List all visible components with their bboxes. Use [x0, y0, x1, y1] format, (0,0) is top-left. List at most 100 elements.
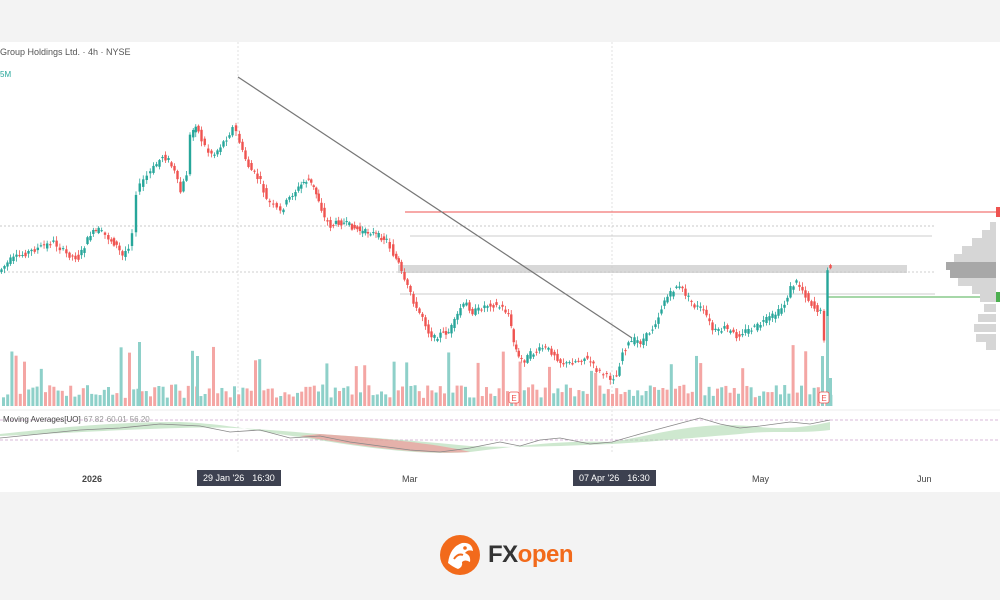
- candle-body: [42, 244, 46, 246]
- volume-bar: [783, 385, 787, 406]
- candle-body: [149, 171, 152, 174]
- volume-bar: [438, 386, 442, 406]
- volume-bar: [653, 387, 656, 406]
- candle-body: [315, 187, 318, 195]
- candle-body: [89, 235, 92, 241]
- volume-bar: [426, 385, 430, 406]
- candle-body: [282, 209, 285, 213]
- volume-bar: [758, 395, 761, 406]
- volume-bar: [665, 389, 669, 406]
- volume-bar: [363, 365, 367, 406]
- volume-bar: [774, 385, 778, 406]
- candle-body: [657, 317, 660, 324]
- volume-bar: [560, 392, 564, 406]
- candle-body: [495, 302, 498, 306]
- candle-body: [110, 239, 113, 242]
- volume-spike-bar: [138, 342, 141, 406]
- volume-bar: [52, 386, 56, 406]
- volume-bar: [464, 386, 467, 406]
- volume-bar: [770, 392, 774, 406]
- candle-body: [275, 203, 278, 208]
- candle-body: [651, 329, 654, 331]
- candle-body: [130, 233, 134, 246]
- volume-bar: [737, 393, 740, 406]
- candle-body: [541, 348, 544, 350]
- candle-body: [771, 313, 774, 318]
- candle-body: [213, 154, 216, 156]
- volume-profile-bar: [974, 324, 996, 332]
- volume-bar: [821, 356, 824, 406]
- volume-profile-bar: [986, 342, 996, 350]
- candle-body: [395, 253, 398, 259]
- volume-bar: [191, 350, 194, 406]
- candle-body: [310, 179, 313, 183]
- candle-body: [523, 360, 526, 363]
- volume-bar: [165, 397, 169, 406]
- volume-bar: [791, 345, 795, 406]
- volume-bar: [581, 391, 585, 406]
- volume-bar: [745, 385, 749, 406]
- value-area-band: [398, 265, 907, 273]
- candle-body: [520, 357, 523, 359]
- candle-body: [489, 303, 492, 307]
- candle-body: [342, 222, 346, 224]
- volume-bar: [661, 388, 665, 406]
- candle-body: [421, 313, 424, 317]
- volume-bar: [657, 389, 661, 406]
- candle-body: [654, 324, 657, 328]
- crosshair-time-1: 16:30: [252, 473, 275, 483]
- candle-body: [439, 332, 442, 338]
- candle-body: [687, 295, 690, 297]
- volume-bar: [6, 394, 10, 406]
- volume-bar: [325, 363, 329, 406]
- chart-title: Group Holdings Ltd. · 4h · NYSE: [0, 47, 131, 57]
- candle-body: [197, 125, 200, 132]
- candle-body: [583, 358, 586, 361]
- candle-body: [12, 256, 15, 262]
- x-tick-mar: Mar: [402, 474, 418, 484]
- volume-bar: [233, 386, 236, 406]
- volume-bar: [182, 397, 186, 406]
- candle-body: [279, 206, 282, 211]
- candle-body: [345, 221, 348, 223]
- volume-bar: [241, 387, 245, 406]
- candle-body: [77, 254, 80, 260]
- candle-body: [565, 362, 568, 364]
- candle-body: [222, 141, 225, 147]
- volume-bar: [291, 396, 295, 406]
- candle-body: [711, 322, 714, 331]
- candle-body: [418, 308, 421, 313]
- volume-bar: [149, 396, 152, 406]
- candle-body: [194, 126, 197, 133]
- candle-body: [577, 360, 580, 362]
- volume-bar: [417, 391, 421, 406]
- candle-body: [294, 192, 297, 197]
- candle-body: [412, 294, 415, 304]
- candle-body: [80, 249, 83, 256]
- volume-bar: [619, 394, 623, 406]
- earnings-marker-icon: [508, 391, 520, 404]
- candle-body: [732, 329, 735, 333]
- indicator-legend: Moving Averages[UO] 67.82 60.01 56.20: [3, 415, 150, 424]
- volume-bar: [31, 387, 35, 406]
- candle-body: [699, 306, 702, 308]
- candle-body: [424, 317, 427, 327]
- candle-body: [471, 308, 474, 315]
- candle-body: [586, 355, 589, 359]
- volume-bar: [489, 393, 493, 406]
- volume-bar: [451, 392, 455, 406]
- volume-bar: [707, 386, 711, 406]
- candle-body: [453, 319, 456, 329]
- volume-bar: [779, 394, 782, 406]
- volume-bar: [132, 389, 136, 406]
- candle-body: [52, 240, 55, 242]
- volume-bar: [157, 386, 161, 406]
- candle-body: [612, 379, 615, 381]
- candle-body: [477, 307, 480, 311]
- candle-body: [774, 314, 777, 319]
- candle-body: [618, 366, 621, 376]
- candle-body: [302, 181, 305, 183]
- candle-body: [231, 127, 234, 136]
- candle-body: [807, 293, 810, 301]
